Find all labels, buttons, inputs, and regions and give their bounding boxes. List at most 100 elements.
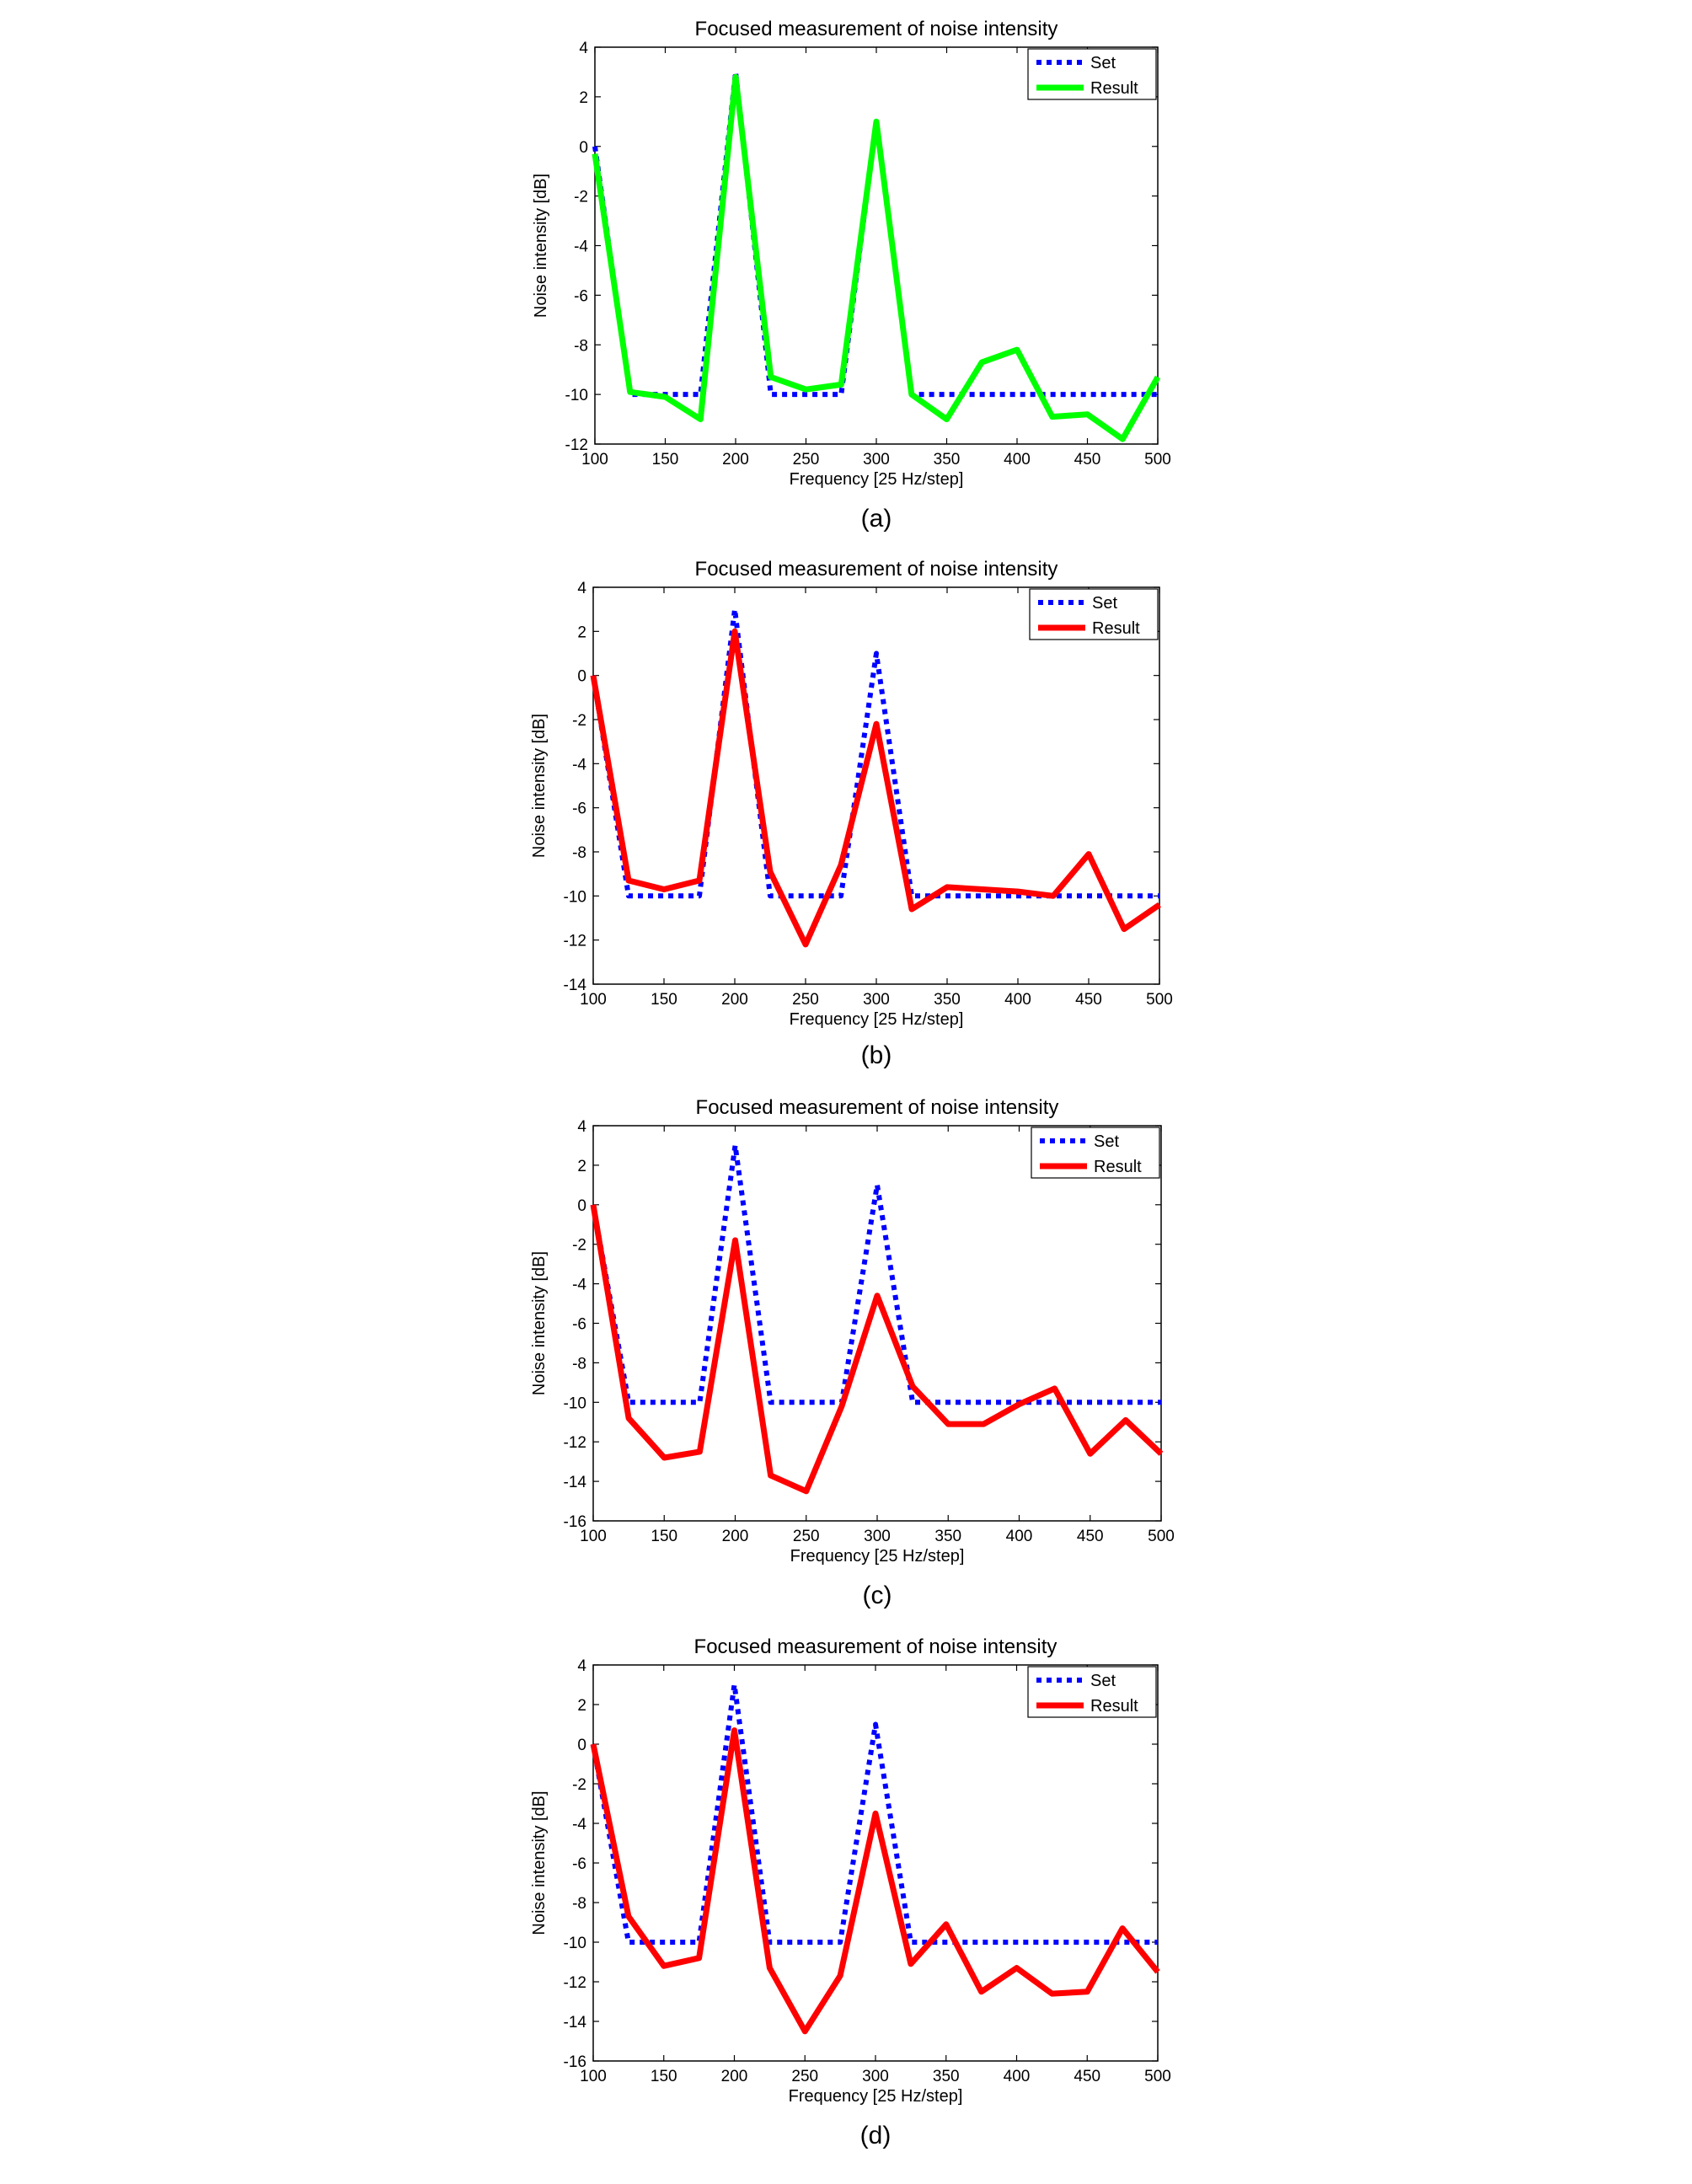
data-point-result bbox=[1050, 1992, 1053, 1995]
y-axis-label: Noise intensity [dB] bbox=[530, 1791, 549, 1935]
data-point-result bbox=[698, 1956, 701, 1960]
data-point-result bbox=[1015, 348, 1019, 351]
x-tick-label: 350 bbox=[933, 2068, 960, 2085]
data-point-set bbox=[980, 1940, 983, 1944]
x-tick-label: 300 bbox=[862, 2068, 889, 2085]
y-tick-label: -16 bbox=[564, 1513, 586, 1531]
data-point-result bbox=[875, 120, 878, 123]
x-tick-label: 500 bbox=[1144, 2068, 1171, 2085]
x-tick-label: 400 bbox=[1004, 991, 1031, 1009]
data-point-result bbox=[875, 722, 878, 725]
x-tick-label: 300 bbox=[864, 1528, 891, 1545]
legend-label-result: Result bbox=[1094, 1158, 1142, 1176]
data-point-result bbox=[662, 887, 666, 891]
panel-label: (d) bbox=[860, 2122, 892, 2149]
x-tick-label: 400 bbox=[1004, 451, 1031, 468]
data-point-result bbox=[592, 674, 595, 677]
data-point-result bbox=[1086, 413, 1090, 416]
data-point-set bbox=[1159, 1400, 1163, 1404]
x-tick-label: 350 bbox=[934, 451, 961, 468]
data-point-result bbox=[664, 395, 667, 399]
data-point-result bbox=[1159, 1452, 1163, 1455]
data-point-result bbox=[945, 1923, 948, 1926]
y-tick-label: -4 bbox=[572, 756, 586, 774]
chart-title: Focused measurement of noise intensity bbox=[694, 1635, 1058, 1658]
legend-label-result: Result bbox=[1092, 619, 1140, 638]
x-tick-label: 450 bbox=[1074, 451, 1101, 468]
series-line-set bbox=[591, 607, 1159, 899]
data-point-set bbox=[1016, 894, 1020, 897]
data-point-set bbox=[627, 1940, 630, 1944]
x-tick-label: 350 bbox=[934, 1528, 961, 1545]
data-point-set bbox=[875, 1183, 879, 1186]
x-tick-label: 100 bbox=[580, 991, 607, 1009]
series-line-result bbox=[592, 73, 1161, 442]
x-tick-label: 150 bbox=[651, 1528, 677, 1545]
data-point-set bbox=[1122, 894, 1126, 897]
x-tick-label: 200 bbox=[722, 1528, 749, 1545]
data-point-result bbox=[1122, 928, 1126, 931]
panel-label: (c) bbox=[863, 1582, 892, 1609]
data-point-result bbox=[910, 393, 913, 396]
data-point-set bbox=[769, 393, 773, 396]
data-point-result bbox=[803, 2030, 806, 2033]
x-tick-label: 450 bbox=[1077, 1528, 1104, 1545]
x-tick-label: 250 bbox=[793, 451, 820, 468]
y-tick-label: -6 bbox=[572, 1855, 586, 1873]
data-point-set bbox=[662, 1940, 666, 1944]
data-point-result bbox=[699, 418, 702, 421]
legend-label-set: Set bbox=[1090, 1672, 1116, 1690]
data-point-set bbox=[1053, 1400, 1057, 1404]
data-point-set bbox=[733, 1684, 736, 1687]
data-point-result bbox=[662, 1964, 666, 1967]
x-tick-label: 400 bbox=[1006, 1528, 1033, 1545]
legend: Set Result bbox=[1029, 588, 1159, 640]
y-tick-label: 0 bbox=[577, 1197, 586, 1215]
y-tick-label: -6 bbox=[572, 800, 586, 818]
legend-box bbox=[1029, 588, 1159, 640]
x-tick-label: 250 bbox=[792, 991, 819, 1009]
chart-panel-d: Focused measurement of noise intensity 10… bbox=[530, 1635, 1171, 2149]
legend: Set Result bbox=[1027, 1666, 1157, 1718]
legend-box bbox=[1027, 48, 1157, 100]
data-point-set bbox=[1124, 1400, 1127, 1404]
y-tick-label: -10 bbox=[565, 387, 588, 404]
data-point-set bbox=[698, 1400, 701, 1404]
y-tick-label: -14 bbox=[564, 977, 587, 994]
y-tick-label: -2 bbox=[574, 189, 588, 206]
data-point-set bbox=[805, 393, 808, 396]
data-point-result bbox=[629, 390, 632, 393]
data-point-result bbox=[1158, 903, 1161, 907]
chart-panel-a: Focused measurement of noise intensity 10… bbox=[532, 18, 1171, 533]
y-axis-label: Noise intensity [dB] bbox=[530, 714, 549, 858]
y-tick-label: -12 bbox=[564, 1434, 586, 1452]
data-point-result bbox=[1087, 853, 1090, 856]
data-point-result bbox=[838, 1974, 842, 1978]
x-axis-label: Frequency [25 Hz/step] bbox=[789, 2087, 963, 2106]
data-point-result bbox=[769, 1474, 773, 1477]
data-point-result bbox=[734, 75, 737, 78]
data-point-result bbox=[1053, 1387, 1057, 1390]
data-point-result bbox=[1052, 894, 1055, 897]
data-point-set bbox=[734, 70, 737, 73]
y-axis-label: Noise intensity [dB] bbox=[532, 174, 550, 318]
x-tick-label: 150 bbox=[651, 2068, 677, 2085]
data-point-set bbox=[1015, 1940, 1019, 1944]
x-tick-label: 200 bbox=[722, 451, 749, 468]
legend-label-set: Set bbox=[1090, 54, 1116, 72]
data-point-set bbox=[982, 1400, 985, 1404]
y-tick-label: -6 bbox=[574, 287, 588, 305]
data-point-set bbox=[875, 652, 878, 656]
data-point-result bbox=[1015, 1967, 1019, 1970]
x-tick-label: 250 bbox=[793, 1528, 820, 1545]
data-point-result bbox=[805, 388, 808, 391]
data-point-set bbox=[769, 1400, 773, 1404]
y-tick-label: -12 bbox=[565, 436, 588, 454]
x-axis-label: Frequency [25 Hz/step] bbox=[790, 1547, 965, 1566]
data-point-result bbox=[946, 1422, 950, 1426]
data-point-set bbox=[805, 1400, 808, 1404]
data-point-set bbox=[980, 393, 983, 396]
chart-title: Focused measurement of noise intensity bbox=[695, 18, 1058, 40]
data-point-result bbox=[945, 418, 949, 421]
